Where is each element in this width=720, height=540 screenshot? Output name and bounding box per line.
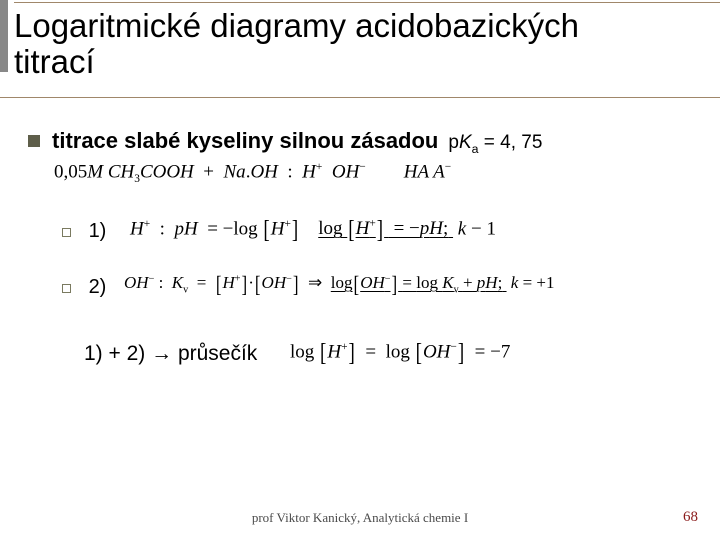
main-bullet-line: titrace slabé kyseliny silnou zásadou pKa… (28, 128, 542, 156)
sub-bullet-1: 1) (62, 220, 106, 243)
hollow-square-bullet-icon (62, 228, 71, 237)
main-bullet-text: titrace slabé kyseliny silnou zásadou (52, 128, 438, 153)
title-line-1: Logaritmické diagramy acidobazických (14, 7, 579, 44)
footer-author: prof Viktor Kanický, Analytická chemie I (0, 510, 720, 526)
pka-annotation: pKa = 4, 75 (448, 132, 542, 153)
sub1-label: 1) (89, 220, 107, 242)
square-bullet-icon (28, 135, 40, 147)
intersect-text: 1) + 2) → průsečík (84, 342, 257, 365)
intersection-line: 1) + 2) → průsečík (84, 342, 257, 366)
page-number: 68 (683, 509, 698, 526)
title-top-rule (14, 2, 720, 3)
equation-reaction: 0,05M CH3COOH + Na.OH : H+ OH− HA A− (54, 161, 451, 185)
title-under-rule (0, 97, 720, 98)
sub-bullet-2: 2) (62, 276, 106, 299)
equation-1: H+ : pH = −log [H+] log [H+] = −pH; k − … (130, 218, 496, 242)
equation-2: OH− : Kv = [H+]·[OH−] ⇒ log[OH−] = log K… (124, 273, 555, 295)
sub2-label: 2) (89, 276, 107, 298)
slide-shadow (0, 0, 8, 72)
hollow-square-bullet-icon (62, 284, 71, 293)
equation-3: log [H+] = log [OH−] = −7 (290, 341, 510, 365)
slide-title: Logaritmické diagramy acidobazických tit… (14, 8, 579, 81)
title-line-2: titrací (14, 43, 95, 80)
